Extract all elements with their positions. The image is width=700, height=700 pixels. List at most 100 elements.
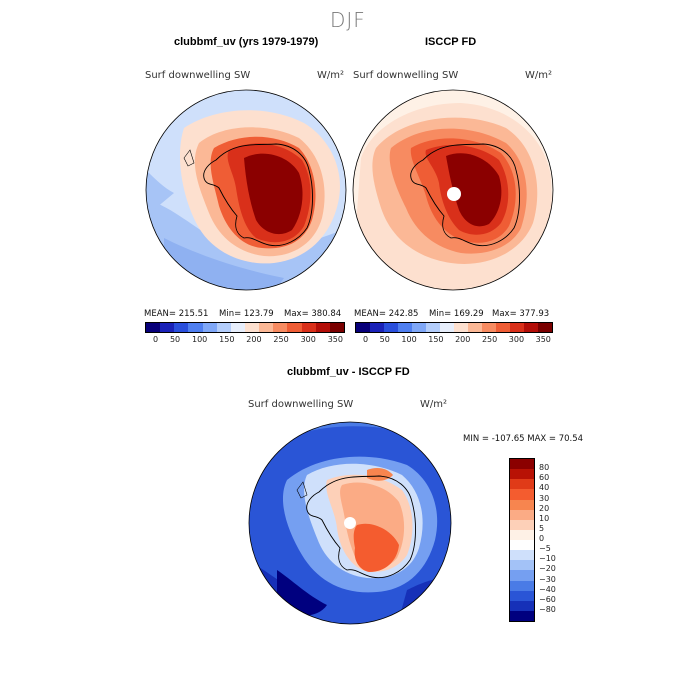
colorbar-level-label: −40: [539, 584, 556, 594]
colorbar-swatch: [538, 323, 552, 332]
colorbar-swatch: [496, 323, 510, 332]
colorbar-swatch: [287, 323, 302, 332]
colorbar-level-label: 0: [539, 534, 545, 543]
colorbar-tick-label: 250: [273, 335, 289, 344]
colorbar-tick-label: 0: [363, 335, 369, 344]
colorbar-swatch: [510, 469, 534, 480]
colorbar-swatch: [510, 323, 524, 332]
panel2-colorbar-strip: [355, 322, 553, 333]
colorbar-swatch: [329, 323, 344, 332]
colorbar-swatch: [510, 519, 534, 530]
panel1-mean: MEAN= 215.51: [144, 309, 209, 319]
colorbar-swatch: [160, 323, 175, 332]
panel2-subtitle: Surf downwelling SW: [353, 70, 459, 81]
colorbar-tick-label: 0: [153, 335, 159, 344]
colorbar-swatch: [510, 479, 534, 490]
colorbar-swatch: [244, 323, 260, 332]
panel2-colorbar-ticks: 0 50 100 150 200 250 300 350: [363, 335, 551, 344]
colorbar-level-label: 20: [539, 503, 550, 513]
colorbar-tick-label: 300: [300, 335, 316, 344]
panel1-min: Min= 123.79: [219, 309, 274, 319]
panel1-title: clubbmf_uv (yrs 1979-1979): [174, 36, 319, 48]
panel1-colorbar-strip: [145, 322, 345, 333]
colorbar-swatch: [356, 323, 370, 332]
panel3-units: W/m²: [420, 399, 448, 410]
colorbar-tick-label: 200: [246, 335, 262, 344]
colorbar-tick-label: 50: [379, 335, 390, 344]
colorbar-swatch: [398, 323, 412, 332]
colorbar-tick-label: 150: [428, 335, 444, 344]
colorbar-tick-label: 150: [219, 335, 235, 344]
colorbar-tick-label: 100: [192, 335, 208, 344]
colorbar-swatch: [216, 323, 231, 332]
colorbar-tick-label: 300: [508, 335, 525, 344]
panel2-colorbar: 0 50 100 150 200 250 300 350: [355, 322, 553, 344]
panel3-minmax: MIN = -107.65 MAX = 70.54: [463, 434, 584, 444]
colorbar-swatch: [482, 323, 496, 332]
colorbar-level-label: −80: [539, 604, 556, 614]
panel2-mean: MEAN= 242.85: [354, 309, 419, 319]
colorbar-swatch: [468, 323, 482, 332]
colorbar-swatch: [510, 580, 534, 591]
panel1-colorbar-ticks: 0 50 100 150 200 250 300 350: [153, 335, 343, 344]
colorbar-swatch: [426, 323, 440, 332]
colorbar-swatch: [510, 509, 534, 520]
panel2-units: W/m²: [525, 70, 553, 81]
colorbar-swatch: [146, 323, 161, 332]
panel3-map: [248, 421, 452, 625]
colorbar-tick-label: 100: [401, 335, 417, 344]
panel3-colorbar-strip: [509, 458, 535, 622]
panel3-colorbar: [509, 458, 535, 622]
colorbar-swatch: [510, 459, 534, 470]
colorbar-level-label: −20: [539, 564, 556, 574]
colorbar-swatch: [510, 560, 534, 571]
colorbar-swatch: [440, 323, 454, 332]
colorbar-level-label: 80: [539, 463, 550, 473]
colorbar-level-label: −5: [539, 544, 551, 554]
colorbar-swatch: [510, 600, 534, 611]
colorbar-level-label: −30: [539, 574, 556, 584]
colorbar-swatch: [510, 540, 534, 551]
panel3-title: clubbmf_uv - ISCCP FD: [287, 366, 410, 378]
colorbar-swatch: [524, 323, 538, 332]
season-title: DJF: [330, 8, 366, 32]
colorbar-swatch: [412, 323, 426, 332]
colorbar-level-label: 5: [539, 523, 545, 533]
colorbar-swatch: [510, 590, 534, 601]
colorbar-level-label: −10: [539, 554, 556, 564]
colorbar-level-label: −60: [539, 594, 556, 604]
colorbar-tick-label: 350: [327, 335, 343, 344]
colorbar-swatch: [301, 323, 316, 332]
panel3-subtitle: Surf downwelling SW: [248, 399, 354, 410]
panel1-map: [145, 89, 347, 291]
colorbar-swatch: [454, 323, 468, 332]
colorbar-swatch: [510, 529, 534, 540]
colorbar-tick-label: 250: [481, 335, 498, 344]
colorbar-swatch: [370, 323, 384, 332]
colorbar-tick-label: 200: [455, 335, 471, 344]
colorbar-level-label: 10: [539, 513, 550, 523]
colorbar-swatch: [510, 489, 534, 500]
panel2-title: ISCCP FD: [425, 36, 477, 48]
colorbar-swatch: [174, 323, 189, 332]
colorbar-swatch: [202, 323, 217, 332]
colorbar-tick-label: 50: [169, 335, 181, 344]
panel3-colorbar-labels: 80 60 40 30 20 10 5 0 −5 −10 −20 −30 −40 −60 −80: [539, 458, 579, 622]
colorbar-swatch: [510, 499, 534, 510]
colorbar-swatch: [510, 550, 534, 561]
panel2-max: Max= 377.93: [492, 309, 550, 319]
colorbar-swatch: [259, 323, 274, 332]
colorbar-swatch: [273, 323, 288, 332]
colorbar-level-label: 40: [539, 483, 550, 493]
panel1-subtitle: Surf downwelling SW: [145, 70, 251, 81]
colorbar-level-label: 30: [539, 493, 550, 503]
colorbar-tick-label: 350: [535, 335, 551, 344]
colorbar-swatch: [315, 323, 330, 332]
panel1-max: Max= 380.84: [284, 309, 342, 319]
colorbar-swatch: [188, 323, 203, 332]
panel2-map: [352, 89, 554, 291]
colorbar-swatch: [230, 323, 245, 332]
colorbar-level-label: 60: [539, 473, 550, 483]
panel2-min: Min= 169.29: [429, 309, 484, 319]
colorbar-swatch: [510, 610, 534, 621]
